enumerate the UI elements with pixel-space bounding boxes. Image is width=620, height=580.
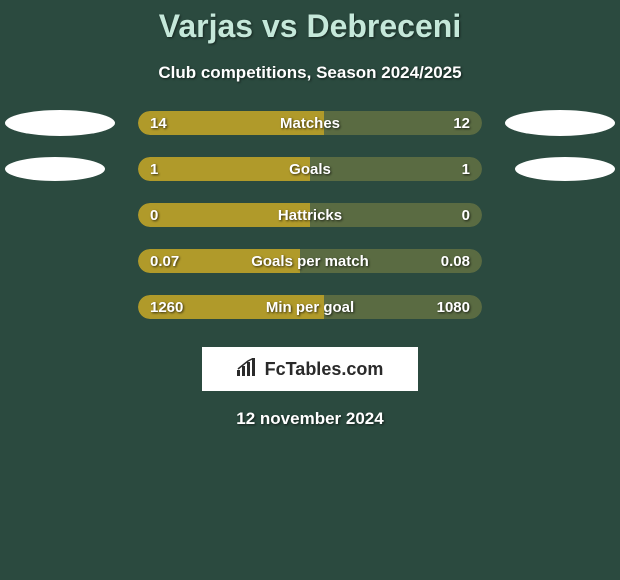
stat-value-right: 12: [453, 115, 470, 132]
stat-row: 1 Goals 1: [0, 157, 620, 181]
stats-rows: 14 Matches 12 1 Goals 1 0 Hattricks 0 0.07 Goals p…: [0, 111, 620, 319]
stat-row: 0 Hattricks 0: [0, 203, 620, 227]
stat-row: 14 Matches 12: [0, 111, 620, 135]
stat-bar: 0 Hattricks 0: [138, 203, 482, 227]
stat-bar: 0.07 Goals per match 0.08: [138, 249, 482, 273]
stat-value-left: 1260: [150, 299, 183, 316]
stat-value-left: 1: [150, 161, 158, 178]
stat-value-right: 1080: [437, 299, 470, 316]
comparison-container: Varjas vs Debreceni Club competitions, S…: [0, 0, 620, 429]
logo-box[interactable]: FcTables.com: [202, 347, 418, 391]
logo-label: FcTables.com: [265, 359, 384, 380]
logo-text: FcTables.com: [237, 358, 384, 381]
stat-label: Matches: [280, 115, 340, 132]
stat-value-right: 1: [462, 161, 470, 178]
date-text: 12 november 2024: [0, 409, 620, 429]
bar-fill-right: [310, 157, 482, 181]
stat-row: 1260 Min per goal 1080: [0, 295, 620, 319]
team-left-ellipse: [5, 157, 105, 181]
stat-bar: 14 Matches 12: [138, 111, 482, 135]
bar-fill-left: [138, 157, 310, 181]
stat-value-right: 0: [462, 207, 470, 224]
subtitle: Club competitions, Season 2024/2025: [0, 63, 620, 83]
stat-label: Goals per match: [251, 253, 369, 270]
team-left-ellipse: [5, 110, 115, 136]
stat-label: Min per goal: [266, 299, 354, 316]
stat-value-left: 0: [150, 207, 158, 224]
stat-value-left: 14: [150, 115, 167, 132]
stat-value-left: 0.07: [150, 253, 179, 270]
stat-label: Hattricks: [278, 207, 342, 224]
stat-row: 0.07 Goals per match 0.08: [0, 249, 620, 273]
stat-value-right: 0.08: [441, 253, 470, 270]
team-right-ellipse: [505, 110, 615, 136]
stat-label: Goals: [289, 161, 331, 178]
team-right-ellipse: [515, 157, 615, 181]
page-title: Varjas vs Debreceni: [0, 8, 620, 45]
stat-bar: 1260 Min per goal 1080: [138, 295, 482, 319]
stat-bar: 1 Goals 1: [138, 157, 482, 181]
chart-icon: [237, 358, 259, 381]
